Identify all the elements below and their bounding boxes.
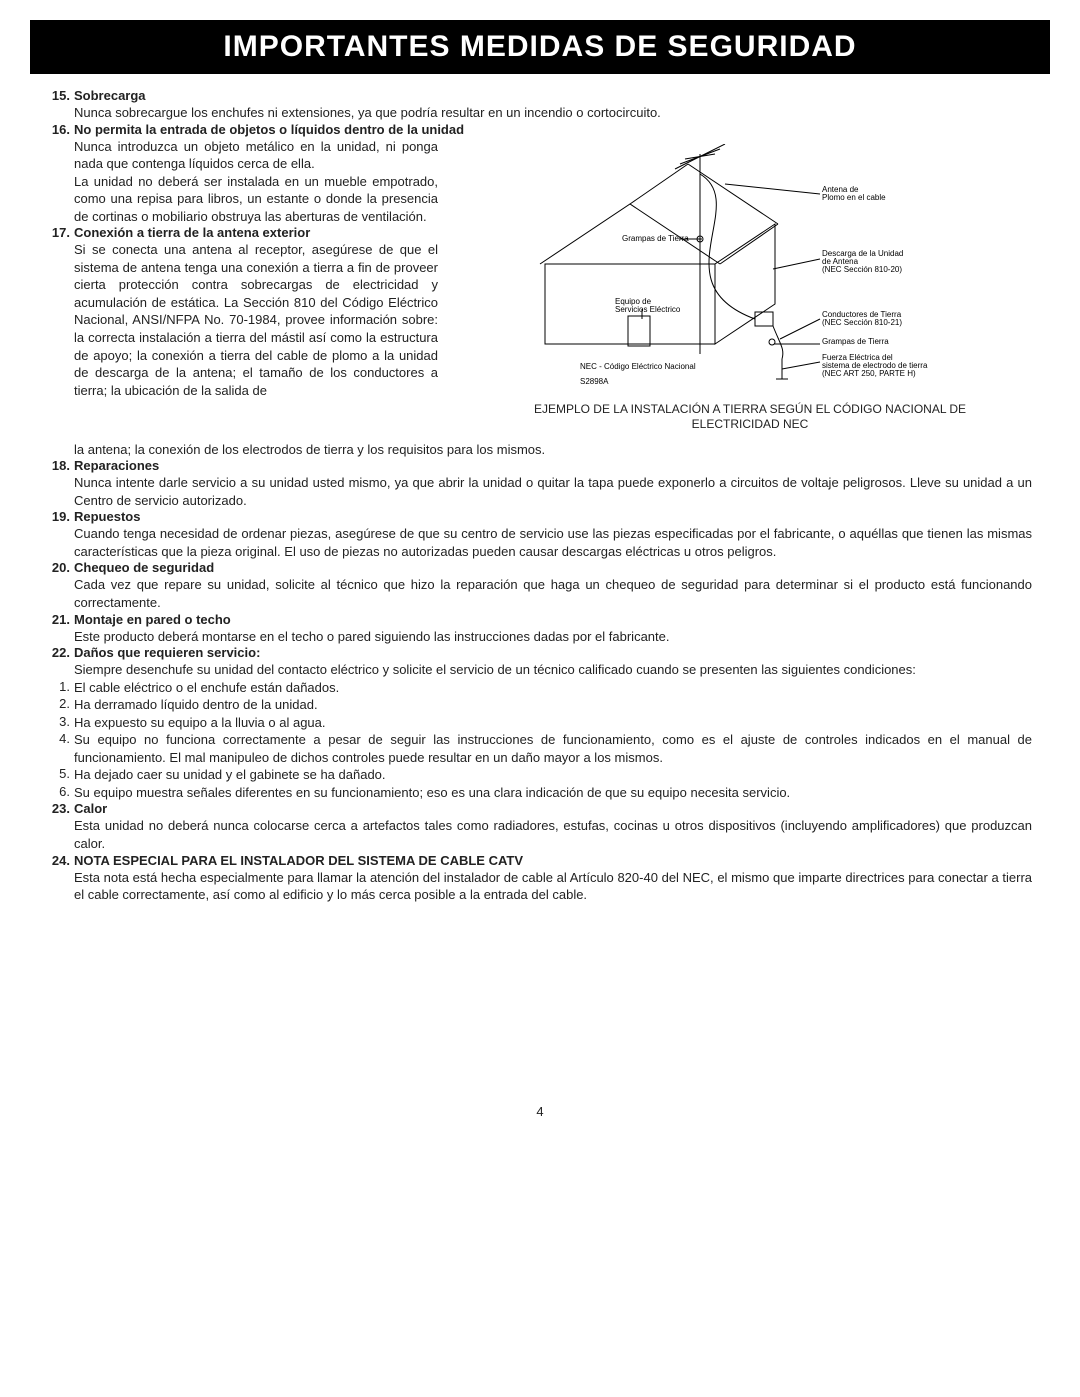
- item-heading: Repuestos: [74, 509, 1032, 524]
- fig-label-nec: NEC - Código Eléctrico Nacional: [580, 362, 696, 371]
- sub-4: 4. Su equipo no funciona correctamente a…: [48, 731, 1032, 766]
- svg-text:(NEC ART 250, PARTE H): (NEC ART 250, PARTE H): [822, 369, 916, 378]
- item-17-left: 17. Conexión a tierra de la antena exter…: [48, 225, 438, 399]
- sub-3: 3. Ha expuesto su equipo a la lluvia o a…: [48, 714, 1032, 732]
- item-heading: Reparaciones: [74, 458, 1032, 473]
- sub-number: 2.: [48, 696, 74, 714]
- item-text: Nunca sobrecargue los enchufes ni extens…: [74, 104, 1032, 122]
- item-text: Nunca intente darle servicio a su unidad…: [74, 474, 1032, 509]
- item-17-cont: la antena; la conexión de los electrodos…: [48, 441, 1032, 459]
- item-24: 24. NOTA ESPECIAL PARA EL INSTALADOR DEL…: [48, 853, 1032, 904]
- item-heading: Calor: [74, 801, 1032, 816]
- item-number: 23.: [48, 801, 74, 852]
- item-number: 24.: [48, 853, 74, 904]
- sub-1: 1. El cable eléctrico o el enchufe están…: [48, 679, 1032, 697]
- sub-6: 6. Su equipo muestra señales diferentes …: [48, 784, 1032, 802]
- sub-2: 2. Ha derramado líquido dentro de la uni…: [48, 696, 1032, 714]
- item-heading: Chequeo de seguridad: [74, 560, 1032, 575]
- sub-text: El cable eléctrico o el enchufe están da…: [74, 679, 1032, 697]
- sub-text: Ha expuesto su equipo a la lluvia o al a…: [74, 714, 1032, 732]
- item-20: 20. Chequeo de seguridad Cada vez que re…: [48, 560, 1032, 611]
- item-text: la antena; la conexión de los electrodos…: [74, 441, 1032, 459]
- svg-text:(NEC Sección 810-21): (NEC Sección 810-21): [822, 318, 902, 327]
- item-18: 18. Reparaciones Nunca intente darle ser…: [48, 458, 1032, 509]
- svg-text:(NEC Sección 810-20): (NEC Sección 810-20): [822, 265, 902, 274]
- sub-text: Su equipo no funciona correctamente a pe…: [74, 731, 1032, 766]
- fig-label-grampas-top: Grampas de Tierra: [622, 234, 689, 243]
- svg-text:Servicios Eléctrico: Servicios Eléctrico: [615, 305, 681, 314]
- grounding-figure: Antena de Plomo en el cable Grampas de T…: [520, 144, 980, 433]
- two-column-region: Nunca introduzca un objeto metálico en l…: [48, 138, 1032, 441]
- sub-text: Su equipo muestra señales diferentes en …: [74, 784, 1032, 802]
- item-text: Cada vez que repare su unidad, solicite …: [74, 576, 1032, 611]
- page-title: IMPORTANTES MEDIDAS DE SEGURIDAD: [30, 20, 1050, 74]
- item-number: 17.: [48, 225, 74, 399]
- item-number: 20.: [48, 560, 74, 611]
- svg-text:Plomo en el cable: Plomo en el cable: [822, 193, 886, 202]
- fig-label-grampas-bottom: Grampas de Tierra: [822, 337, 889, 346]
- item-heading: NOTA ESPECIAL PARA EL INSTALADOR DEL SIS…: [74, 853, 1032, 868]
- item-22: 22. Daños que requieren servicio: Siempr…: [48, 645, 1032, 679]
- item-16-body: Nunca introduzca un objeto metálico en l…: [48, 138, 438, 226]
- item-text: Esta unidad no deberá nunca colocarse ce…: [74, 817, 1032, 852]
- sub-text: Ha derramado líquido dentro de la unidad…: [74, 696, 1032, 714]
- item-heading: Sobrecarga: [74, 88, 1032, 103]
- sub-number: 4.: [48, 731, 74, 766]
- item-21: 21. Montaje en pared o techo Este produc…: [48, 612, 1032, 646]
- item-number: 15.: [48, 88, 74, 122]
- sub-text: Ha dejado caer su unidad y el gabinete s…: [74, 766, 1032, 784]
- item-number: 16.: [48, 122, 74, 138]
- item-19: 19. Repuestos Cuando tenga necesidad de …: [48, 509, 1032, 560]
- figure-caption: EJEMPLO DE LA INSTALACIÓN A TIERRA SEGÚN…: [520, 402, 980, 433]
- fig-label-code: S2898A: [580, 377, 609, 386]
- sub-number: 3.: [48, 714, 74, 732]
- spacer: [48, 138, 74, 226]
- item-text: Siempre desenchufe su unidad del contact…: [74, 661, 1032, 679]
- sub-number: 6.: [48, 784, 74, 802]
- item-heading: No permita la entrada de objetos o líqui…: [74, 122, 1032, 137]
- item-23: 23. Calor Esta unidad no deberá nunca co…: [48, 801, 1032, 852]
- page-number: 4: [30, 1104, 1050, 1119]
- item-number: 19.: [48, 509, 74, 560]
- item-heading: Conexión a tierra de la antena exterior: [74, 225, 438, 240]
- sub-number: 1.: [48, 679, 74, 697]
- spacer: [48, 441, 74, 459]
- item-text: Nunca introduzca un objeto metálico en l…: [74, 138, 438, 173]
- item-text: Cuando tenga necesidad de ordenar piezas…: [74, 525, 1032, 560]
- item-number: 21.: [48, 612, 74, 646]
- item-number: 22.: [48, 645, 74, 679]
- item-text: La unidad no deberá ser instalada en un …: [74, 173, 438, 226]
- item-heading: Daños que requieren servicio:: [74, 645, 1032, 660]
- item-16-head: 16. No permita la entrada de objetos o l…: [48, 122, 1032, 138]
- item-text: Si se conecta una antena al receptor, as…: [74, 241, 438, 399]
- item-text: Este producto deberá montarse en el tech…: [74, 628, 1032, 646]
- item-text: Esta nota está hecha especialmente para …: [74, 869, 1032, 904]
- item-15: 15. Sobrecarga Nunca sobrecargue los enc…: [48, 88, 1032, 122]
- item-number: 18.: [48, 458, 74, 509]
- sub-number: 5.: [48, 766, 74, 784]
- sub-5: 5. Ha dejado caer su unidad y el gabinet…: [48, 766, 1032, 784]
- item-heading: Montaje en pared o techo: [74, 612, 1032, 627]
- content-area: 15. Sobrecarga Nunca sobrecargue los enc…: [30, 88, 1050, 904]
